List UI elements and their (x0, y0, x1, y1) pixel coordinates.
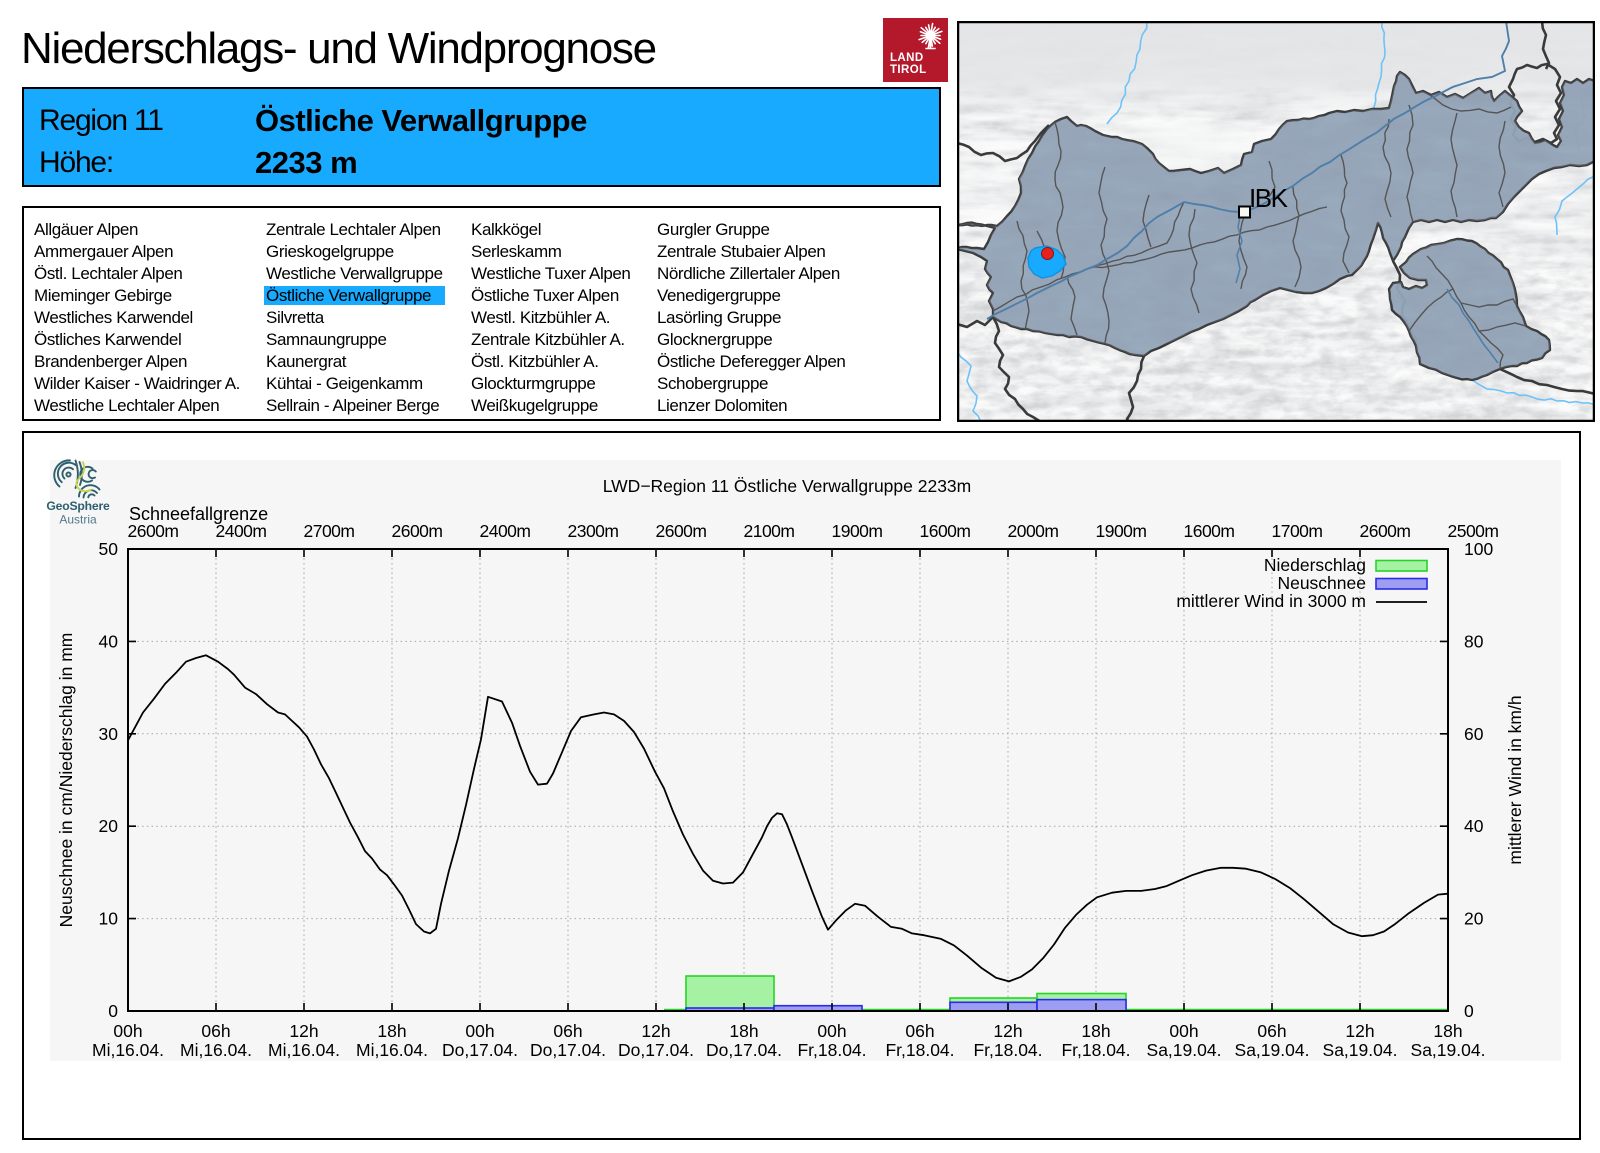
svg-text:2700m: 2700m (303, 521, 354, 541)
svg-text:00h: 00h (817, 1021, 846, 1041)
svg-text:mittlerer Wind in km/h: mittlerer Wind in km/h (1505, 695, 1525, 864)
svg-text:20: 20 (99, 816, 119, 836)
svg-text:06h: 06h (553, 1021, 582, 1041)
svg-text:12h: 12h (993, 1021, 1022, 1041)
svg-text:40: 40 (99, 631, 119, 651)
svg-text:18h: 18h (1433, 1021, 1462, 1041)
svg-text:40: 40 (1464, 816, 1484, 836)
svg-text:IBK: IBK (1249, 183, 1289, 213)
svg-text:18h: 18h (377, 1021, 406, 1041)
svg-text:mittlerer Wind in 3000 m: mittlerer Wind in 3000 m (1176, 591, 1366, 611)
svg-text:2300m: 2300m (567, 521, 618, 541)
svg-text:Do,17.04.: Do,17.04. (706, 1040, 782, 1060)
svg-text:2600m: 2600m (1359, 521, 1410, 541)
svg-text:06h: 06h (1257, 1021, 1286, 1041)
svg-text:Sa,19.04.: Sa,19.04. (1235, 1040, 1310, 1060)
svg-text:Fr,18.04.: Fr,18.04. (797, 1040, 866, 1060)
svg-text:00h: 00h (113, 1021, 142, 1041)
svg-text:Fr,18.04.: Fr,18.04. (885, 1040, 954, 1060)
svg-text:2100m: 2100m (743, 521, 794, 541)
svg-text:Niederschlag: Niederschlag (1264, 555, 1366, 575)
svg-text:20: 20 (1464, 909, 1484, 929)
svg-text:Sa,19.04.: Sa,19.04. (1323, 1040, 1398, 1060)
svg-text:Mi,16.04.: Mi,16.04. (268, 1040, 340, 1060)
svg-text:Mi,16.04.: Mi,16.04. (356, 1040, 428, 1060)
svg-text:00h: 00h (465, 1021, 494, 1041)
svg-text:1900m: 1900m (1095, 521, 1146, 541)
svg-text:12h: 12h (289, 1021, 318, 1041)
svg-text:30: 30 (99, 724, 119, 744)
svg-text:06h: 06h (201, 1021, 230, 1041)
svg-text:18h: 18h (1081, 1021, 1110, 1041)
svg-text:Neuschnee in cm/Niederschlag i: Neuschnee in cm/Niederschlag in mm (56, 633, 76, 928)
svg-text:0: 0 (1464, 1001, 1474, 1021)
svg-text:Fr,18.04.: Fr,18.04. (973, 1040, 1042, 1060)
svg-text:2600m: 2600m (391, 521, 442, 541)
svg-text:80: 80 (1464, 631, 1484, 651)
svg-text:Sa,19.04.: Sa,19.04. (1147, 1040, 1222, 1060)
svg-text:Neuschnee: Neuschnee (1277, 573, 1366, 593)
svg-text:Do,17.04.: Do,17.04. (530, 1040, 606, 1060)
svg-text:60: 60 (1464, 724, 1484, 744)
svg-text:Do,17.04.: Do,17.04. (618, 1040, 694, 1060)
svg-text:00h: 00h (1169, 1021, 1198, 1041)
svg-text:Mi,16.04.: Mi,16.04. (92, 1040, 164, 1060)
svg-text:2000m: 2000m (1007, 521, 1058, 541)
svg-text:Mi,16.04.: Mi,16.04. (180, 1040, 252, 1060)
svg-text:2400m: 2400m (215, 521, 266, 541)
svg-text:12h: 12h (1345, 1021, 1374, 1041)
svg-text:1600m: 1600m (1183, 521, 1234, 541)
svg-text:50: 50 (99, 539, 119, 559)
svg-text:2500m: 2500m (1447, 521, 1498, 541)
svg-text:Schneefallgrenze: Schneefallgrenze (129, 504, 268, 524)
svg-text:0: 0 (108, 1001, 118, 1021)
svg-text:18h: 18h (729, 1021, 758, 1041)
svg-text:2600m: 2600m (127, 521, 178, 541)
svg-text:1600m: 1600m (919, 521, 970, 541)
svg-text:2600m: 2600m (655, 521, 706, 541)
svg-text:Austria: Austria (59, 513, 97, 527)
svg-text:1700m: 1700m (1271, 521, 1322, 541)
svg-text:12h: 12h (641, 1021, 670, 1041)
svg-text:1900m: 1900m (831, 521, 882, 541)
svg-text:LWD−Region 11 Östliche Verwall: LWD−Region 11 Östliche Verwallgruppe 223… (603, 476, 972, 496)
svg-text:Do,17.04.: Do,17.04. (442, 1040, 518, 1060)
svg-text:GeoSphere: GeoSphere (46, 499, 110, 513)
svg-text:06h: 06h (905, 1021, 934, 1041)
svg-text:Fr,18.04.: Fr,18.04. (1061, 1040, 1130, 1060)
svg-text:2400m: 2400m (479, 521, 530, 541)
svg-text:10: 10 (99, 909, 119, 929)
svg-text:Sa,19.04.: Sa,19.04. (1411, 1040, 1486, 1060)
svg-text:100: 100 (1464, 539, 1493, 559)
